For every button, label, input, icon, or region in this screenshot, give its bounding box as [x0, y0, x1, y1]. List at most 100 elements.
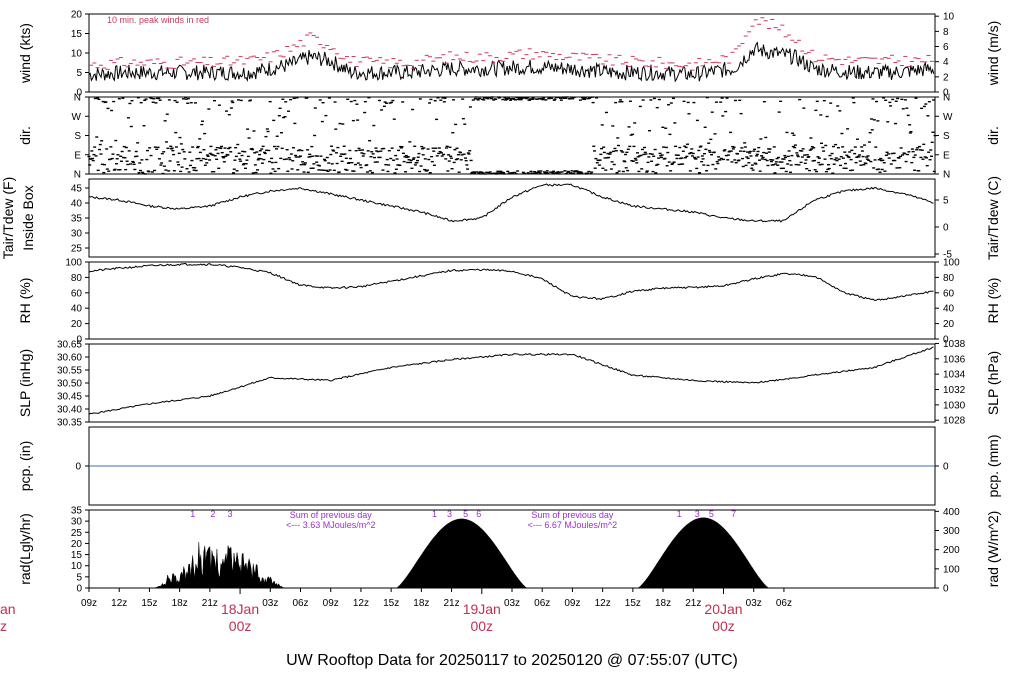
rh-ytick-right-label: 40 — [943, 304, 955, 315]
rad-marker-label: 3 — [447, 509, 452, 519]
rh-ylabel-right: RH (%) — [985, 278, 1001, 324]
rad-ytick-label: 0 — [76, 584, 82, 595]
rad-day-area — [636, 517, 770, 589]
slp-ytick-right-label: 1036 — [943, 354, 966, 365]
footer-title: UW Rooftop Data for 20250117 to 20250120… — [286, 652, 738, 669]
rh-ytick-label: 0 — [76, 335, 82, 346]
dir-ytick-label: N — [74, 170, 81, 181]
rh-ytick-right-label: 20 — [943, 319, 955, 330]
rad-ytick-label: 30 — [71, 517, 83, 528]
wind-ylabel-left: wind (kts) — [17, 23, 33, 84]
slp-panel-frame — [88, 343, 936, 423]
temp-ytick-label: 30 — [71, 229, 83, 240]
rh-ytick-right-label: 0 — [943, 335, 949, 346]
x-day-date: 20Jan — [704, 601, 742, 617]
slp-ytick-label: 30.40 — [57, 405, 82, 416]
x-tick-label: 03z — [262, 598, 278, 609]
rad-marker-label: 1 — [432, 509, 437, 519]
rad-ytick-right-label: 300 — [943, 526, 960, 537]
x-tick-label: 18z — [172, 598, 188, 609]
rh-ytick-label: 80 — [71, 273, 83, 284]
rad-marker-label: 5 — [463, 509, 468, 519]
temp-ytick-label: 25 — [71, 244, 83, 255]
x-tick-label: 09z — [323, 598, 339, 609]
rad-annotation-line2: <--- 3.63 MJoules/m^2 — [286, 520, 376, 530]
x-day-date: 19Jan — [463, 601, 501, 617]
slp-ylabel-left: SLP (inHg) — [17, 349, 33, 417]
temp-ytick-label: 35 — [71, 214, 83, 225]
x-day-date-partial: an — [0, 601, 16, 617]
rad-ytick-label: 5 — [76, 572, 82, 583]
x-tick-label: 15z — [141, 598, 157, 609]
dir-panel-frame — [88, 96, 936, 175]
rad-marker-label: 5 — [709, 509, 714, 519]
rh-ytick-label: 60 — [71, 288, 83, 299]
pcp-ylabel-right: pcp. (mm) — [985, 435, 1001, 498]
wind-ytick-right-label: 0 — [943, 88, 949, 99]
pcp-ytick-label: 0 — [75, 462, 81, 473]
x-tick-label: 06z — [776, 598, 792, 609]
dir-ytick-right-label: S — [943, 131, 950, 142]
slp-line — [88, 346, 934, 415]
slp-ytick-label: 30.35 — [57, 418, 82, 429]
rad-annotation-line1: Sum of previous day — [290, 510, 373, 520]
rad-ytick-label: 25 — [71, 528, 83, 539]
temp-ylabel-right: Tair/Tdew (C) — [985, 176, 1001, 260]
dir-ylabel-right: dir. — [985, 126, 1001, 145]
temp-ylabel-left: Inside Box — [20, 185, 36, 250]
pcp-ytick-right-label: 0 — [943, 462, 949, 473]
slp-ytick-label: 30.55 — [57, 366, 82, 377]
dir-ytick-right-label: E — [943, 150, 950, 161]
wind-ytick-right-label: 10 — [943, 12, 955, 23]
slp-ytick-label: 30.50 — [57, 379, 82, 390]
x-tick-label: 09z — [81, 598, 97, 609]
x-tick-label: 03z — [746, 598, 762, 609]
rad-ytick-right-label: 0 — [943, 584, 949, 595]
rad-marker-label: 6 — [476, 509, 481, 519]
temp-ytick-right-label: 0 — [943, 223, 949, 234]
wind-ytick-label: 0 — [76, 88, 82, 99]
x-tick-label: 12z — [353, 598, 369, 609]
slp-ytick-label: 30.60 — [57, 353, 82, 364]
slp-ytick-label: 30.45 — [57, 392, 82, 403]
rad-ylabel-left: rad(Lgly/hr) — [17, 513, 33, 585]
rh-line — [88, 262, 934, 301]
wind-panel-frame — [88, 13, 936, 93]
dir-ytick-label: W — [72, 112, 82, 123]
temp-ytick-right-label: -5 — [943, 250, 952, 261]
temp-line — [88, 183, 934, 223]
slp-ytick-right-label: 1034 — [943, 370, 966, 381]
dir-ytick-right-label: N — [943, 170, 950, 181]
wind-ytick-label: 10 — [71, 49, 83, 60]
x-day-time: 00z — [229, 618, 252, 634]
rh-ytick-label: 20 — [71, 319, 83, 330]
wind-mean-line — [88, 41, 935, 83]
wind-ytick-label: 20 — [71, 10, 83, 21]
wind-ytick-right-label: 2 — [943, 72, 949, 83]
rad-ytick-right-label: 100 — [943, 564, 960, 575]
x-tick-label: 21z — [444, 598, 460, 609]
rad-ytick-right-label: 200 — [943, 545, 960, 556]
rad-ylabel-right: rad (W/m^2) — [985, 511, 1001, 588]
rad-marker-label: 1 — [190, 509, 195, 519]
rh-ytick-label: 40 — [71, 304, 83, 315]
x-tick-label: 15z — [383, 598, 399, 609]
rad-day-area — [396, 518, 528, 589]
x-tick-label: 21z — [685, 598, 701, 609]
x-tick-label: 03z — [504, 598, 520, 609]
x-day-time-partial: z — [0, 618, 7, 634]
slp-ytick-right-label: 1038 — [943, 339, 966, 350]
dir-ytick-label: S — [74, 131, 81, 142]
rad-ytick-label: 35 — [71, 506, 83, 517]
rad-marker-label: 3 — [695, 509, 700, 519]
rad-day-area — [154, 542, 286, 589]
wind-ylabel-right: wind (m/s) — [985, 21, 1001, 87]
x-tick-label: 12z — [111, 598, 127, 609]
rad-annotation-line2: <--- 6.67 MJoules/m^2 — [528, 520, 618, 530]
x-day-time: 00z — [712, 618, 735, 634]
wind-peak-annotation: 10 min. peak winds in red — [107, 15, 209, 25]
dir-ytick-right-label: N — [943, 93, 950, 104]
temp-ytick-label: 40 — [71, 199, 83, 210]
